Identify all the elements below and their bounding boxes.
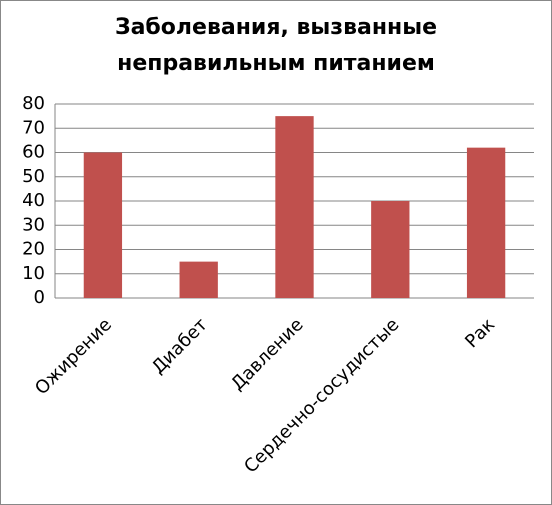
- bar: [466, 147, 506, 298]
- y-tick-label: 70: [22, 117, 45, 138]
- y-tick-label: 60: [22, 142, 45, 163]
- x-tick-label: Диабет: [148, 314, 212, 378]
- x-tick-label: Сердечно-сосудистые: [240, 314, 403, 477]
- bar: [371, 201, 410, 298]
- bar: [83, 152, 123, 298]
- y-tick-label: 80: [22, 93, 45, 114]
- y-tick-label: 40: [22, 190, 45, 211]
- y-tick-label: 50: [22, 166, 45, 187]
- bar: [179, 261, 218, 298]
- y-tick-label: 10: [22, 263, 45, 284]
- x-tick-label: Рак: [461, 314, 499, 352]
- bar: [275, 116, 314, 298]
- chart-title: Заболевания, вызванные неправильным пита…: [114, 15, 438, 76]
- y-tick-label: 20: [22, 239, 45, 260]
- x-tick-label: Ожирение: [31, 314, 116, 399]
- y-tick-label: 0: [34, 287, 45, 308]
- x-tick-label: Давление: [227, 314, 307, 394]
- y-tick-label: 30: [22, 214, 45, 235]
